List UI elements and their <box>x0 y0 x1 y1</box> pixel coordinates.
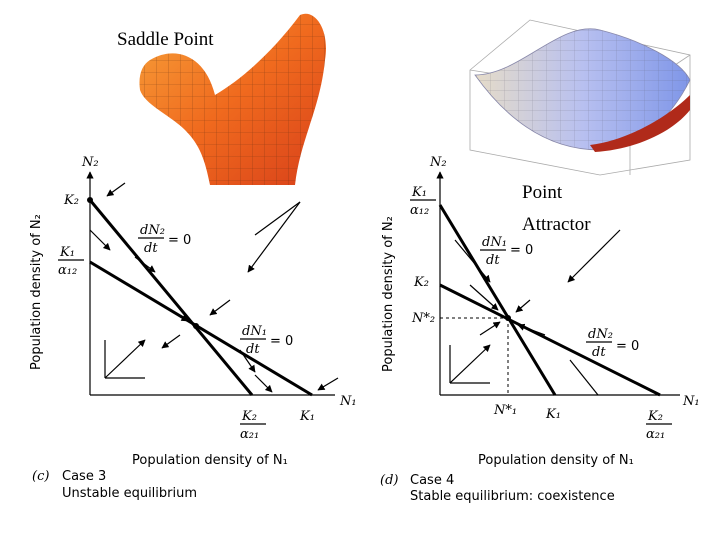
caption: Unstable equilibrium <box>62 486 197 501</box>
equilibrium <box>505 315 511 321</box>
point <box>87 197 93 203</box>
label: dt <box>486 253 500 268</box>
panel-d: N₂ N₁ K₁ α₁₂ K₂ N*₂ N*₁ K₁ K₂ α₂₁ dN₁ dt… <box>380 155 700 504</box>
x-label: Population density of N₁ <box>478 453 634 468</box>
label: K₁ <box>59 245 75 260</box>
x-label: Population density of N₁ <box>132 453 288 468</box>
label: K₁ <box>411 185 427 200</box>
label: K₂ <box>413 275 429 290</box>
case: Case 4 <box>410 473 454 488</box>
y-label: Population density of N₂ <box>381 216 396 372</box>
axis-name: N₂ <box>429 155 447 170</box>
attractor-label: Attractor <box>522 214 591 235</box>
isocline <box>438 204 557 396</box>
label: K₁ <box>545 407 561 422</box>
label: α₁₂ <box>58 263 77 278</box>
label: = 0 <box>168 233 191 248</box>
attractor-surface <box>469 19 691 176</box>
label: dt <box>144 241 158 256</box>
axis-name: N₁ <box>682 394 700 409</box>
axis-name: N₂ <box>81 155 99 170</box>
label: dN₁ <box>242 324 267 339</box>
panel-c: N₂ N₁ K₂ K₁ α₁₂ dN₂ dt = 0 dN₁ dt = 0 K₂… <box>29 155 357 501</box>
saddle-label: Saddle Point <box>117 29 214 50</box>
label: K₁ <box>299 409 315 424</box>
label: α₂₁ <box>646 427 665 442</box>
label: K₂ <box>63 193 79 208</box>
tag: (c) <box>32 469 49 484</box>
label: = 0 <box>270 334 293 349</box>
label: N*₁ <box>493 403 517 418</box>
label: α₂₁ <box>240 427 259 442</box>
attractor-label: Point <box>522 182 563 203</box>
label: K₂ <box>241 409 257 424</box>
label: K₂ <box>647 409 663 424</box>
label: dt <box>592 345 606 360</box>
isocline <box>89 260 313 397</box>
label: dN₁ <box>482 235 507 250</box>
label: N*₂ <box>411 311 435 326</box>
tag: (d) <box>380 473 398 488</box>
caption: Stable equilibrium: coexistence <box>410 489 615 504</box>
label: = 0 <box>510 243 533 258</box>
y-label: Population density of N₂ <box>29 214 44 370</box>
equilibrium <box>193 323 199 329</box>
case: Case 3 <box>62 469 106 484</box>
label: = 0 <box>616 339 639 354</box>
label: dt <box>246 342 260 357</box>
isocline <box>88 199 254 396</box>
axis-name: N₁ <box>339 394 357 409</box>
saddle-surface <box>139 13 326 185</box>
isocline <box>439 283 661 397</box>
label: dN₂ <box>588 327 613 342</box>
label: dN₂ <box>140 223 165 238</box>
label: α₁₂ <box>410 203 429 218</box>
